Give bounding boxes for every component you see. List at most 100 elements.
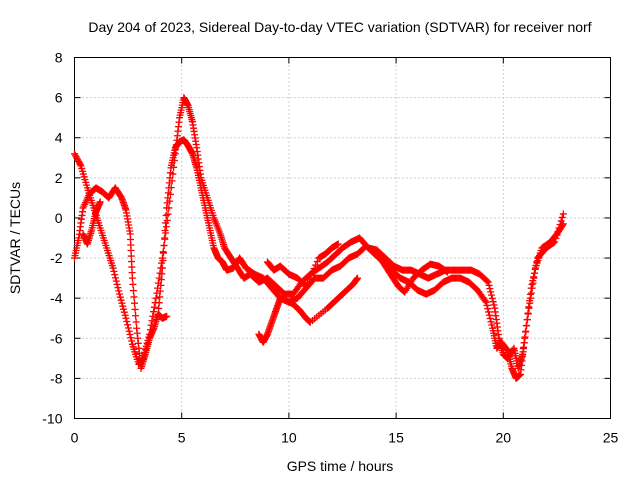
data-points [71,94,567,382]
data-point-marker [127,334,135,342]
data-point-marker [490,301,498,309]
data-point-marker [152,294,160,302]
data-point-marker [525,303,533,311]
y-tick-label: 8 [55,50,63,66]
data-point-marker [162,219,170,227]
data-point-marker [484,305,492,313]
y-tick-label: -8 [50,370,63,386]
data-point-marker [483,277,491,285]
data-point-marker [551,238,559,246]
data-point-marker [485,281,493,289]
x-tick-label: 25 [603,430,619,446]
data-point-marker [527,284,535,292]
data-point-marker [308,268,316,276]
data-point-marker [481,297,489,305]
data-point-marker [530,269,538,277]
data-point-marker [488,294,496,302]
data-point-marker [444,268,452,276]
y-tick-label: 0 [55,210,63,226]
data-point-marker [276,294,284,302]
data-point-marker [158,264,166,272]
data-point-marker [128,274,136,282]
y-axis-title: SDTVAR / TECUs [7,182,23,294]
data-point-marker [526,297,534,305]
data-point-marker [121,311,129,319]
data-point-marker [554,227,562,235]
plot-frame [74,57,611,419]
data-point-marker [75,159,83,167]
data-point-marker [522,328,530,336]
data-point-marker [129,287,137,295]
data-point-marker [131,299,139,307]
data-point-marker [523,315,531,323]
data-point-marker [117,296,125,304]
data-point-marker [307,272,315,280]
data-point-marker [109,264,117,272]
x-axis-title: GPS time / hours [287,458,394,474]
data-point-marker [124,321,132,329]
data-point-marker [532,262,540,270]
data-point-marker [312,261,320,269]
data-point-marker [124,324,132,332]
x-axis: 0 5 10 15 20 25 [71,57,619,446]
data-point-marker [524,309,532,317]
data-point-marker [159,249,167,257]
data-point-marker [115,287,123,295]
y-tick-label: 4 [55,130,63,146]
data-point-marker [132,312,140,320]
data-point-marker [161,226,169,234]
data-point-marker [159,257,167,265]
data-point-marker [558,213,566,221]
data-point-marker [118,299,126,307]
data-point-marker [485,311,493,319]
data-point-marker [113,280,121,288]
data-point-marker [556,220,564,228]
data-point-marker [132,318,140,326]
data-point-marker [530,273,538,281]
y-tick-label: -4 [50,290,63,306]
data-point-marker [72,153,80,161]
data-point-marker [150,303,158,311]
data-point-marker [129,280,137,288]
data-point-marker [284,298,292,306]
data-point-marker [553,231,561,239]
x-tick-label: 5 [178,430,186,446]
data-point-marker [112,274,120,282]
data-point-marker [555,224,563,232]
data-point-marker [281,296,289,304]
data-point-marker [125,327,133,335]
data-point-marker [131,305,139,313]
data-point-marker [503,345,511,353]
grid [74,57,611,419]
series-fragments [79,198,452,346]
data-point-marker [310,265,318,273]
data-point-marker [485,308,493,316]
data-point-marker [304,279,312,287]
data-point-marker [522,322,530,330]
x-tick-label: 20 [496,430,512,446]
data-point-marker [528,280,536,288]
data-point-marker [550,239,558,247]
data-point-marker [286,299,294,307]
data-point-marker [126,331,134,339]
data-point-marker [489,298,497,306]
data-point-marker [302,282,310,290]
chart-title: Day 204 of 2023, Sidereal Day-to-day VTE… [88,19,591,35]
data-point-marker [128,337,136,345]
y-tick-label: -6 [50,330,63,346]
data-point-marker [120,305,128,313]
data-point-marker [334,240,342,248]
data-point-marker [73,154,81,162]
data-point-marker [559,210,567,218]
data-point-marker [509,346,517,354]
data-point-marker [162,211,170,219]
data-point-marker [74,156,82,164]
data-point-marker [283,297,291,305]
data-point-marker [122,314,130,322]
data-point-marker [313,258,321,266]
data-point-marker [557,217,565,225]
data-point-marker [486,285,494,293]
data-point-marker [111,271,119,279]
data-point-marker [76,160,84,168]
